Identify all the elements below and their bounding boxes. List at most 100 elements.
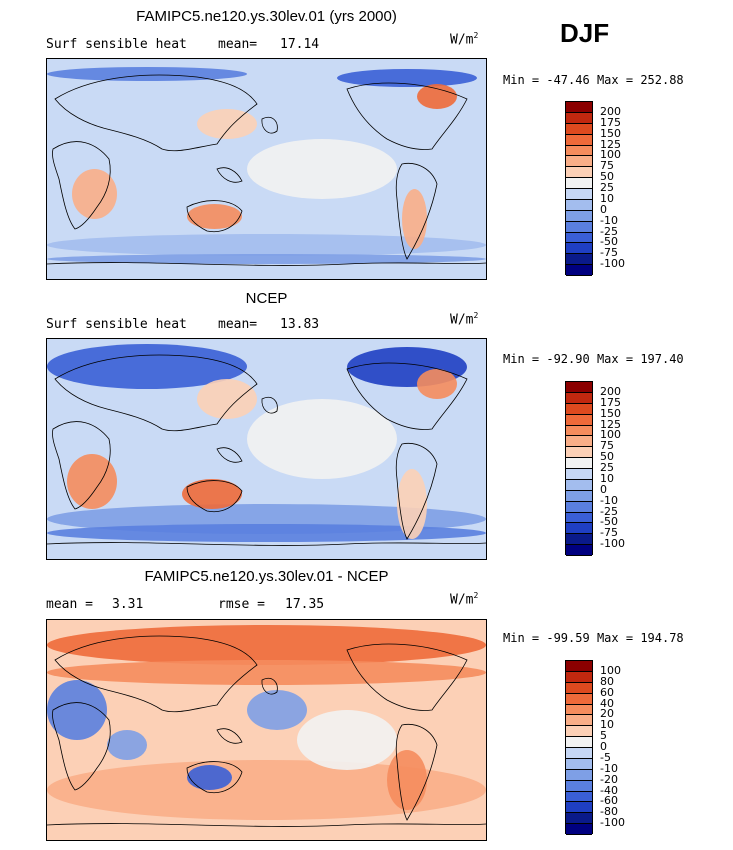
colorbar-tick-label: 125 xyxy=(600,137,621,151)
colorbar-tick-label: -40 xyxy=(600,783,618,797)
colorbar-tick-label: 0 xyxy=(600,482,607,496)
contour-region xyxy=(47,660,486,685)
coastline xyxy=(216,728,243,744)
colorbar-swatch xyxy=(566,490,592,502)
coastline xyxy=(52,421,111,510)
colorbar-swatch xyxy=(566,693,592,705)
colorbar-swatch xyxy=(566,189,592,200)
colorbar-tick-label: -25 xyxy=(600,504,618,518)
contour-region xyxy=(417,84,457,109)
colorbar-swatch xyxy=(566,156,592,168)
colorbar-swatch xyxy=(566,758,592,770)
colorbar-swatch xyxy=(566,545,592,556)
contour-region xyxy=(47,67,247,81)
contour-region xyxy=(47,760,486,820)
colorbar-swatch xyxy=(566,769,592,781)
colorbar-tick-label: -5 xyxy=(600,750,611,764)
colorbar-tick-label: 50 xyxy=(600,170,614,184)
coastline xyxy=(216,167,243,183)
colorbar-tick-label: 25 xyxy=(600,461,614,474)
colorbar-tick-label: 20 xyxy=(600,707,614,721)
panel3-rmse-label: rmse = xyxy=(218,597,265,612)
colorbar-tick-label: 200 xyxy=(600,384,621,398)
colorbar-tick-label: -75 xyxy=(600,526,618,540)
panel3-map xyxy=(46,619,487,841)
colorbar-swatch xyxy=(566,243,592,255)
coastline xyxy=(261,677,278,695)
colorbar-tick-label: -75 xyxy=(600,246,618,260)
panel1-mean-value: 17.14 xyxy=(280,37,320,52)
colorbar-swatch xyxy=(566,199,592,211)
coastline xyxy=(54,635,258,713)
coastline xyxy=(54,354,258,432)
colorbar-tick-label: 150 xyxy=(600,406,621,420)
colorbar-tick-label: 100 xyxy=(600,148,621,162)
colorbar-swatch xyxy=(566,671,592,683)
colorbar-tick-label: 75 xyxy=(600,159,614,173)
panel3-map-svg xyxy=(46,620,487,840)
contour-region xyxy=(197,379,257,419)
contour-region xyxy=(47,254,486,264)
colorbar-swatch xyxy=(566,661,592,672)
panel1-map-svg xyxy=(46,59,487,279)
colorbar-tick-label: -100 xyxy=(600,816,625,830)
colorbar-tick-label: -50 xyxy=(600,515,618,529)
panel1-units: W/m2 xyxy=(450,31,479,48)
panel2-mean-value: 13.83 xyxy=(280,317,320,332)
panel1-map xyxy=(46,58,487,280)
colorbar-swatch xyxy=(566,726,592,738)
colorbar-swatch xyxy=(566,178,592,189)
colorbar-swatch xyxy=(566,501,592,513)
colorbar-tick-label: -25 xyxy=(600,224,618,238)
contour-region xyxy=(247,690,307,730)
colorbar-swatch xyxy=(566,167,592,179)
coastline xyxy=(216,447,243,463)
colorbar-swatch xyxy=(566,102,592,113)
contour-region xyxy=(297,710,397,770)
colorbar-tick-label: 150 xyxy=(600,126,621,140)
colorbar-swatch xyxy=(566,145,592,157)
contour-region xyxy=(72,169,117,219)
panel1-mean-label: mean= xyxy=(218,37,258,52)
colorbar-tick-label: 200 xyxy=(600,104,621,118)
contour-region xyxy=(337,69,477,87)
coastline xyxy=(46,262,487,266)
contour-region xyxy=(47,524,486,542)
colorbar-tick-label: 10 xyxy=(600,191,614,205)
panel2-minmax: Min = -92.90 Max = 197.40 xyxy=(503,352,684,366)
panel2-variable: Surf sensible heat xyxy=(46,317,187,332)
coastline xyxy=(395,442,438,540)
colorbar-tick-label: 100 xyxy=(600,663,621,677)
colorbar-tick-label: 40 xyxy=(600,696,614,710)
panel3-colorbar xyxy=(565,660,593,835)
colorbar-tick-label: -50 xyxy=(600,235,618,249)
colorbar-swatch xyxy=(566,112,592,124)
colorbar-tick-label: 10 xyxy=(600,718,614,732)
contour-region xyxy=(107,730,147,760)
coastline xyxy=(395,723,438,821)
colorbar-swatch xyxy=(566,254,592,266)
colorbar-tick-label: 10 xyxy=(600,471,614,485)
contour-region xyxy=(397,469,427,539)
colorbar-swatch xyxy=(566,414,592,426)
colorbar-swatch xyxy=(566,512,592,524)
colorbar-swatch xyxy=(566,436,592,448)
season-label: DJF xyxy=(560,18,610,48)
coastline xyxy=(186,200,243,233)
colorbar-tick-label: 50 xyxy=(600,450,614,464)
colorbar-tick-label: -10 xyxy=(600,493,618,507)
colorbar-tick-label: 100 xyxy=(600,428,621,442)
panel2-units: W/m2 xyxy=(450,311,479,328)
coastline xyxy=(186,761,243,794)
panel3-rmse-value: 17.35 xyxy=(285,597,325,612)
colorbar-tick-label: -20 xyxy=(600,772,618,786)
colorbar-tick-label: 0 xyxy=(600,202,607,216)
colorbar-swatch xyxy=(566,382,592,393)
colorbar-tick-label: 75 xyxy=(600,439,614,453)
contour-region xyxy=(67,454,117,509)
panel3-minmax: Min = -99.59 Max = 194.78 xyxy=(503,631,684,645)
colorbar-swatch xyxy=(566,737,592,748)
coastline xyxy=(346,82,468,150)
contour-region xyxy=(402,189,427,249)
colorbar-tick-label: 25 xyxy=(600,181,614,194)
